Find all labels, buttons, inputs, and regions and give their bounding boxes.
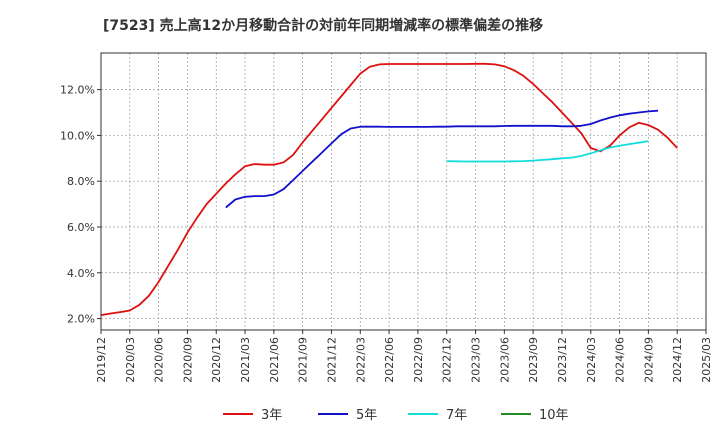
plot-frame	[100, 52, 707, 331]
legend: 3年 5年 7年 10年	[223, 408, 569, 423]
legend-label-5年: 5年	[356, 408, 377, 423]
y-tick-label: 2.0%	[67, 313, 95, 326]
series-line-7年	[446, 140, 649, 163]
plot-area	[101, 53, 706, 330]
chart-title: [7523] 売上高12か月移動合計の対前年同期増減率の標準偏差の推移	[103, 17, 543, 34]
legend-label-10年: 10年	[539, 408, 569, 423]
x-tick-label: 2023/03	[470, 337, 483, 383]
series-line-3年	[100, 62, 678, 316]
x-tick-label: 2021/06	[268, 337, 281, 383]
x-tick-label: 2021/12	[325, 337, 338, 383]
x-tick-label: 2020/09	[181, 337, 194, 383]
x-tick-label: 2022/06	[383, 337, 396, 383]
x-tick-label: 2023/12	[556, 337, 569, 383]
x-tick-label: 2024/09	[642, 337, 655, 383]
x-tick-label: 2023/09	[527, 337, 540, 383]
y-tick-label: 8.0%	[67, 175, 95, 188]
x-tick-label: 2022/12	[441, 337, 454, 383]
grid	[100, 53, 707, 330]
x-tick-label: 2024/03	[585, 337, 598, 383]
x-tick-label: 2024/06	[614, 337, 627, 383]
y-tick-label: 4.0%	[67, 267, 95, 280]
x-tick-label: 2021/09	[297, 337, 310, 383]
x-tick-label: 2021/03	[239, 337, 252, 383]
x-axis: 2019/12 2020/03 2020/06 2020/09 2020/12 2021/…	[95, 330, 713, 383]
legend-label-3年: 3年	[261, 408, 282, 423]
x-tick-label: 2022/03	[354, 337, 367, 383]
legend-label-7年: 7年	[446, 408, 467, 423]
x-tick-label: 2022/09	[412, 337, 425, 383]
x-tick-label: 2019/12	[95, 337, 108, 383]
x-tick-label: 2020/06	[153, 337, 166, 383]
x-tick-label: 2020/03	[124, 337, 137, 383]
y-axis: 2.0% 4.0% 6.0% 8.0% 10.0% 12.0%	[60, 84, 101, 326]
series-lines	[100, 62, 678, 316]
x-tick-label: 2023/06	[498, 337, 511, 383]
x-tick-label: 2025/03	[700, 337, 713, 383]
x-tick-label: 2024/12	[671, 337, 684, 383]
series-line-5年	[225, 109, 659, 209]
x-tick-label: 2020/12	[210, 337, 223, 383]
y-tick-label: 12.0%	[60, 84, 95, 97]
y-tick-label: 6.0%	[67, 221, 95, 234]
y-tick-label: 10.0%	[60, 129, 95, 142]
